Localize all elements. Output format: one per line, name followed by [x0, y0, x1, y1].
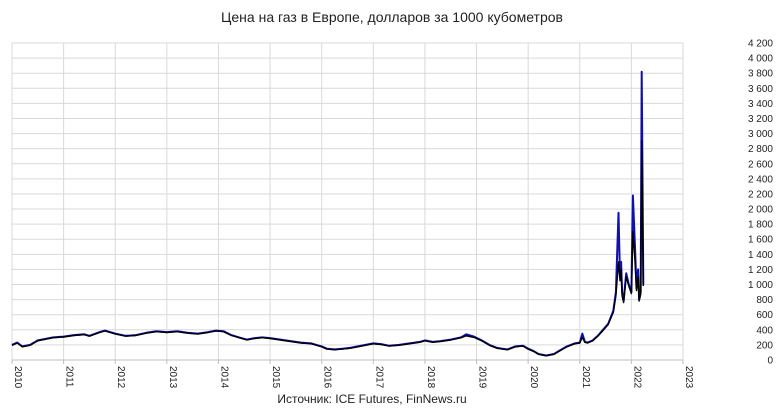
y-tick-label: 1 000 [748, 280, 773, 291]
x-tick-label: 2017 [373, 366, 384, 389]
y-tick-label: 3 000 [748, 129, 773, 140]
x-tick-label: 2021 [580, 366, 591, 389]
chart-title: Цена на газ в Европе, долларов за 1000 к… [221, 9, 563, 25]
y-tick-label: 200 [756, 340, 773, 351]
x-tick-label: 2014 [218, 366, 229, 389]
y-tick-label: 2 000 [748, 205, 773, 216]
x-tick-label: 2018 [425, 366, 436, 389]
series-line-0 [11, 70, 645, 357]
x-tick-label: 2011 [64, 366, 75, 388]
x-tick-label: 2015 [270, 366, 281, 389]
y-tick-label: 4 000 [748, 54, 773, 65]
series-lines [11, 70, 645, 357]
y-tick-label: 2 400 [748, 174, 773, 185]
y-tick-label: 1 400 [748, 250, 773, 261]
axes [11, 359, 684, 364]
x-tick-label: 2022 [631, 366, 642, 389]
y-tick-label: 1 800 [748, 220, 773, 231]
series-line-1 [11, 140, 644, 357]
gridlines [11, 42, 684, 361]
x-tick-label: 2019 [477, 366, 488, 389]
x-tick-label: 2023 [683, 366, 694, 389]
x-tick-label: 2010 [12, 366, 23, 389]
y-tick-label: 1 200 [748, 265, 773, 276]
y-tick-label: 3 200 [748, 114, 773, 125]
y-tick-label: 800 [756, 295, 773, 306]
x-tick-labels: 2010 2011 2012 2013 2014 2015 2016 2017 2018 2019… [12, 366, 694, 389]
x-tick-label: 2013 [167, 366, 178, 389]
y-tick-label: 4 200 [748, 39, 773, 50]
chart-source: Источник: ICE Futures, FinNews.ru [277, 392, 466, 406]
y-tick-label: 2 800 [748, 144, 773, 155]
y-tick-label: 600 [756, 310, 773, 321]
y-tick-labels: 0 200 400 600 800 1 000 1 200 1 400 1 600 1 800 2 … [748, 39, 773, 367]
y-tick-label: 3 600 [748, 84, 773, 95]
y-tick-label: 2 200 [748, 189, 773, 200]
x-tick-label: 2012 [115, 366, 126, 389]
y-tick-label: 3 800 [748, 69, 773, 80]
y-tick-label: 0 [767, 356, 773, 367]
x-tick-label: 2020 [528, 366, 539, 389]
y-tick-label: 1 600 [748, 235, 773, 246]
y-tick-label: 400 [756, 325, 773, 336]
y-tick-label: 2 600 [748, 159, 773, 170]
y-tick-label: 3 400 [748, 99, 773, 110]
x-tick-label: 2016 [322, 366, 333, 389]
